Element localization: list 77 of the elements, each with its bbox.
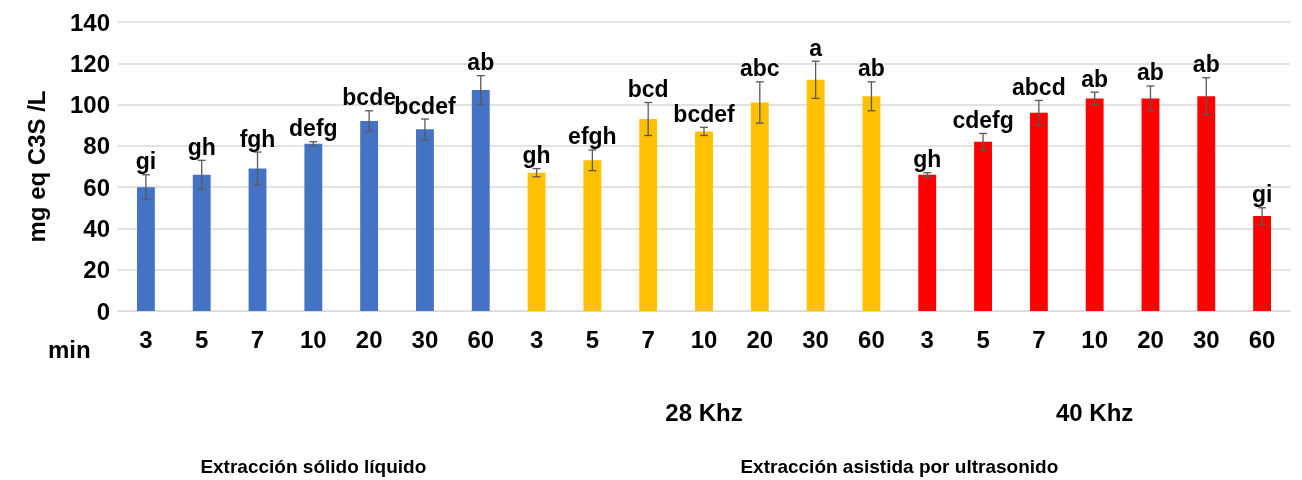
- bar: [639, 119, 658, 311]
- x-tick-label: 30: [802, 325, 829, 353]
- bar: [974, 141, 992, 311]
- data-label: bcd: [627, 76, 669, 103]
- x-tick-label: 10: [299, 325, 327, 353]
- bar: [360, 121, 379, 311]
- data-label: a: [809, 34, 823, 61]
- bar: [1141, 98, 1160, 311]
- data-label: defg: [289, 115, 338, 142]
- bar: [1197, 96, 1216, 311]
- data-label: abcd: [1012, 73, 1066, 100]
- x-tick-label: 5: [585, 325, 600, 353]
- y-tick-label: 0: [96, 297, 110, 325]
- x-tick-label: 5: [976, 325, 990, 353]
- data-label: gh: [913, 146, 942, 173]
- data-label: ab: [1081, 65, 1109, 92]
- bar: [304, 143, 323, 311]
- bar: [527, 172, 546, 311]
- data-label: ab: [1137, 59, 1164, 86]
- text: 28 Khz: [665, 398, 743, 426]
- bar: [1029, 112, 1048, 311]
- x-tick-label: 5: [195, 325, 209, 353]
- bar: [136, 187, 155, 311]
- x-tick-label: 20: [1137, 325, 1164, 353]
- bar: [192, 174, 211, 311]
- x-tick-label: 30: [411, 325, 439, 353]
- data-label: bcdef: [673, 100, 736, 127]
- y-tick-label: 140: [69, 8, 110, 36]
- data-label: fgh: [239, 125, 276, 152]
- bar: [1253, 216, 1272, 311]
- data-label: gi: [135, 148, 157, 175]
- x-tick-label: 3: [139, 325, 153, 353]
- bar: [1085, 98, 1104, 311]
- x-tick-label: 3: [920, 325, 934, 353]
- y-tick-label: 60: [83, 173, 110, 201]
- bar: [806, 79, 825, 311]
- x-tick-label: 30: [1192, 325, 1220, 353]
- x-tick-label: 7: [641, 325, 655, 353]
- bar: [695, 131, 713, 311]
- text: Extracción asistida por ultrasonido: [740, 455, 1059, 477]
- bar: [583, 160, 602, 311]
- y-tick-label: 100: [69, 91, 110, 119]
- data-label: ab: [858, 55, 885, 82]
- data-label: efgh: [568, 123, 617, 150]
- x-tick-label: 20: [355, 325, 383, 353]
- y-tick-label: 80: [83, 132, 110, 160]
- x-tick-label: 7: [1032, 325, 1046, 353]
- x-axis-title: min: [48, 335, 91, 363]
- bar: [862, 96, 881, 311]
- x-tick-label: 60: [467, 325, 495, 353]
- bar: [471, 90, 490, 311]
- bar: [416, 129, 434, 311]
- data-label: cdefg: [952, 106, 1014, 133]
- data-label: bcdef: [394, 92, 456, 119]
- data-label: gh: [187, 133, 216, 160]
- y-axis-title: mg eq C3S /L: [22, 90, 50, 243]
- y-tick-label: 40: [83, 214, 110, 242]
- x-tick-label: 7: [250, 325, 265, 353]
- bar: [918, 174, 937, 311]
- text: 40 Khz: [1055, 398, 1134, 426]
- data-label: gh: [522, 142, 551, 169]
- data-label: bcde: [342, 84, 396, 111]
- bar: [750, 102, 769, 311]
- x-tick-label: 10: [690, 325, 718, 353]
- data-label: gi: [1251, 181, 1273, 208]
- data-label: ab: [1192, 51, 1220, 78]
- data-label: ab: [467, 49, 495, 76]
- x-tick-label: 10: [1081, 325, 1109, 353]
- y-tick-label: 120: [69, 49, 110, 77]
- data-label: abc: [739, 55, 780, 82]
- bar: [248, 168, 267, 311]
- y-tick-label: 20: [83, 256, 110, 284]
- x-tick-label: 3: [529, 325, 544, 353]
- x-tick-label: 60: [1248, 325, 1276, 353]
- x-tick-label: 60: [858, 325, 885, 353]
- x-tick-label: 20: [746, 325, 774, 353]
- text: Extracción sólido líquido: [200, 455, 427, 477]
